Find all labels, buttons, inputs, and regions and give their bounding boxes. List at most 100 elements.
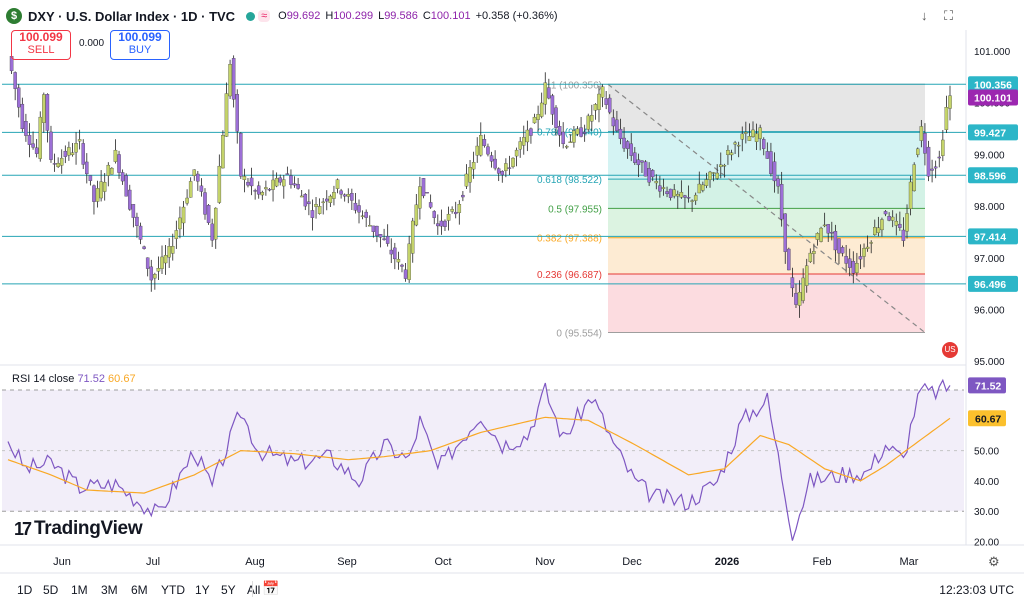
candle <box>42 94 46 123</box>
candle <box>905 213 909 232</box>
timeframe-6m[interactable]: 6M <box>131 583 148 597</box>
candle <box>38 116 42 159</box>
candle <box>249 177 254 187</box>
candle <box>357 205 361 213</box>
price-label-text: 100.356 <box>974 79 1012 91</box>
timeframe-5d[interactable]: 5D <box>43 583 59 597</box>
sell-button[interactable]: 100.099 SELL <box>11 30 71 60</box>
candle <box>787 248 791 271</box>
candle <box>908 181 913 209</box>
candle <box>565 146 569 148</box>
candle <box>56 162 60 168</box>
candle <box>153 274 157 279</box>
candle <box>95 188 100 202</box>
candle <box>629 143 633 156</box>
timeframe-1m[interactable]: 1M <box>71 583 88 597</box>
time-tick-label: Feb <box>813 556 832 568</box>
price-tick-label: 98.000 <box>974 202 1005 213</box>
candle <box>113 149 118 162</box>
candle <box>686 197 691 199</box>
candle <box>185 197 189 204</box>
candle <box>912 164 916 192</box>
download-icon[interactable]: ↓ <box>921 8 928 23</box>
candle <box>869 242 873 244</box>
timeframe-1d[interactable]: 1D <box>17 583 33 597</box>
candle <box>471 162 476 170</box>
candle <box>371 225 376 232</box>
timeframe-1y[interactable]: 1Y <box>195 583 210 597</box>
candle <box>167 246 171 258</box>
candle <box>579 127 583 137</box>
candle <box>178 217 182 230</box>
rsi-tick-label: 40.00 <box>974 477 999 488</box>
candle <box>729 152 734 156</box>
symbol-title[interactable]: DXY · U.S. Dollar Index · 1D · TVC <box>28 8 236 24</box>
candle <box>314 204 318 207</box>
rsi-value: 71.52 <box>77 373 105 385</box>
candle <box>547 87 551 99</box>
candle <box>572 130 576 143</box>
clock[interactable]: 12:23:03 UTC <box>939 583 1014 597</box>
timeframe-all[interactable]: All <box>247 583 261 597</box>
rsi-legend[interactable]: RSI 14 close 71.52 60.67 <box>12 373 136 385</box>
wave-icon[interactable]: ≈ <box>258 10 271 22</box>
fib-zone <box>608 237 925 274</box>
time-tick-label: Mar <box>900 556 919 568</box>
candle <box>256 185 261 195</box>
candle <box>683 195 687 198</box>
time-tick-label: Sep <box>337 556 357 568</box>
candle <box>228 64 232 97</box>
candle <box>385 236 390 244</box>
candle <box>611 117 616 127</box>
rsi-tick-label: 50.00 <box>974 447 999 458</box>
candle <box>160 256 164 269</box>
candle <box>719 164 723 168</box>
price-tick-label: 96.000 <box>974 306 1005 317</box>
candle <box>271 179 275 190</box>
candle <box>335 179 340 189</box>
candle <box>783 213 787 252</box>
rsi-name: RSI 14 close <box>12 373 75 385</box>
gear-icon[interactable]: ⚙ <box>988 554 1000 569</box>
rsi-ma-value: 60.67 <box>108 373 136 385</box>
candle <box>568 141 573 144</box>
candle <box>332 192 336 199</box>
candle <box>292 183 297 186</box>
candle <box>665 191 669 195</box>
candle <box>643 161 648 177</box>
candle <box>260 192 265 196</box>
fullscreen-icon[interactable]: ⛶ <box>944 8 954 23</box>
candle <box>20 103 25 130</box>
candle <box>27 135 32 145</box>
fib-level-label: 1 (100.356) <box>551 80 602 91</box>
candle <box>615 119 619 131</box>
candle <box>396 258 401 263</box>
candle <box>930 168 934 171</box>
candle <box>450 209 454 212</box>
candle <box>761 139 766 149</box>
timeframe-3m[interactable]: 3M <box>101 583 118 597</box>
candle <box>890 216 895 221</box>
calendar-icon[interactable]: 📅 <box>262 580 280 596</box>
candle <box>231 58 236 100</box>
candle <box>647 168 651 183</box>
candle <box>808 252 813 262</box>
rsi-band-fill <box>2 390 964 512</box>
candle <box>142 246 146 249</box>
us-flag-icon[interactable]: US <box>942 342 958 358</box>
candle <box>489 155 494 162</box>
fib-level-label: 0.618 (98.522) <box>537 175 602 186</box>
timeframe-ytd[interactable]: YTD <box>161 583 185 597</box>
candle <box>622 137 626 149</box>
candle <box>561 131 565 145</box>
candle <box>747 136 752 141</box>
timeframe-5y[interactable]: 5Y <box>221 583 236 597</box>
candle <box>457 204 462 213</box>
candle <box>138 225 143 240</box>
buy-button[interactable]: 100.099 BUY <box>110 30 170 60</box>
candle <box>851 261 856 274</box>
candle <box>120 172 125 182</box>
candle <box>518 141 522 150</box>
candle <box>926 146 931 177</box>
